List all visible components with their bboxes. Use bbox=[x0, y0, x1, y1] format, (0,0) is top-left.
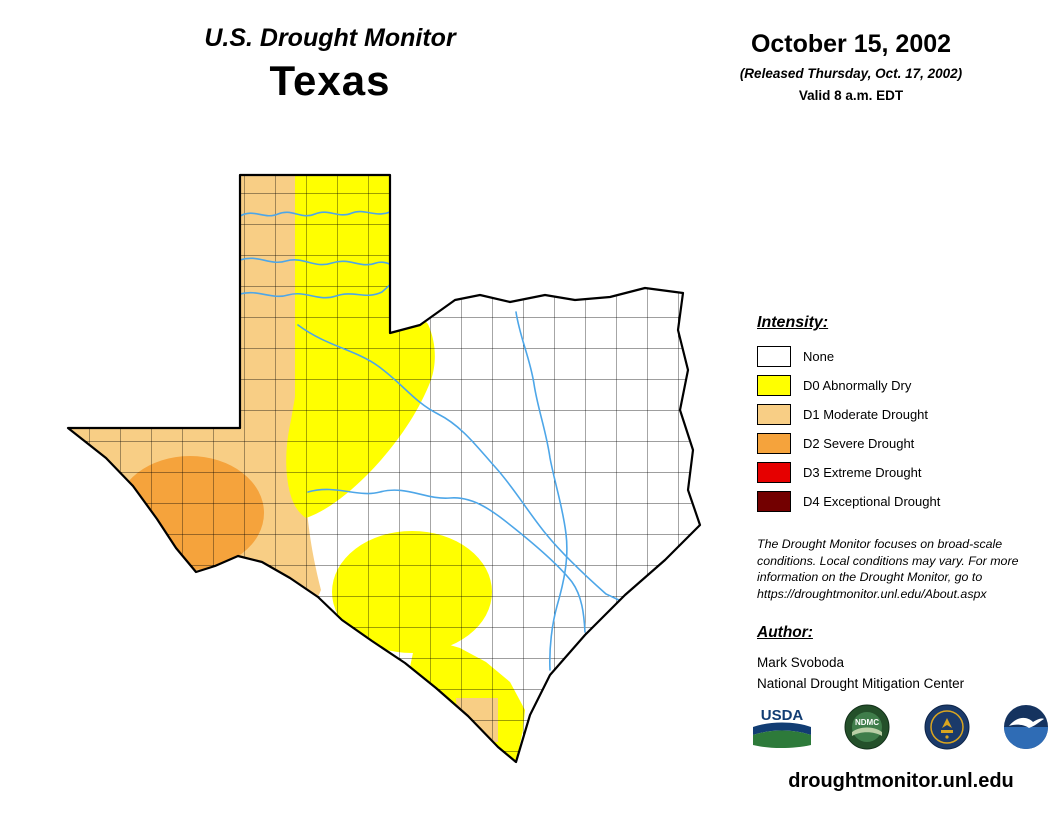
noaa-logo bbox=[1003, 705, 1048, 749]
legend-swatch-d4 bbox=[757, 491, 791, 512]
legend-swatch-d2 bbox=[757, 433, 791, 454]
state-name: Texas bbox=[269, 57, 391, 104]
valid-time: Valid 8 a.m. EDT bbox=[798, 88, 904, 103]
legend-label: None bbox=[803, 349, 835, 364]
usda-logo-text: USDA bbox=[761, 707, 804, 724]
legend-item: None bbox=[757, 346, 1049, 367]
legend-heading: Intensity: bbox=[757, 314, 829, 331]
agency-logos: USDA NDMC bbox=[753, 704, 1049, 750]
legend-item: D3 Extreme Drought bbox=[757, 462, 1049, 483]
ndmc-logo: NDMC bbox=[844, 704, 890, 750]
texas-drought-map bbox=[55, 158, 711, 780]
author-heading: Author: bbox=[757, 624, 813, 641]
legend-label: D2 Severe Drought bbox=[803, 436, 915, 451]
author-name: Mark Svoboda bbox=[757, 655, 845, 670]
texas-map-svg bbox=[66, 173, 702, 764]
title-block: U.S. Drought Monitor Texas bbox=[128, 24, 532, 105]
site-url: droughtmonitor.unl.edu bbox=[788, 770, 1014, 792]
legend-item: D2 Severe Drought bbox=[757, 433, 1049, 454]
legend-swatch-d1 bbox=[757, 404, 791, 425]
county-boundaries bbox=[68, 175, 700, 762]
doc-seal-logo bbox=[924, 704, 970, 750]
brazos-river bbox=[297, 324, 622, 602]
ndmc-logo-text: NDMC bbox=[855, 718, 879, 727]
legend-item: D0 Abnormally Dry bbox=[757, 375, 1049, 396]
red-river-north-fork bbox=[239, 257, 403, 273]
date-block: October 15, 2002 (Released Thursday, Oct… bbox=[690, 30, 1012, 103]
legend-label: D4 Exceptional Drought bbox=[803, 494, 941, 509]
legend-swatch-d0 bbox=[757, 375, 791, 396]
legend-swatch-d3 bbox=[757, 462, 791, 483]
state-outline bbox=[66, 173, 702, 764]
released-date: (Released Thursday, Oct. 17, 2002) bbox=[739, 66, 963, 81]
legend-label: D0 Abnormally Dry bbox=[803, 378, 912, 393]
intensity-legend: Intensity: None D0 Abnormally Dry D1 Mod… bbox=[757, 314, 1049, 520]
usda-logo: USDA bbox=[753, 705, 811, 749]
author-organization: National Drought Mitigation Center bbox=[757, 676, 965, 691]
colorado-river bbox=[307, 488, 586, 633]
report-title: U.S. Drought Monitor bbox=[204, 24, 456, 52]
legend-label: D3 Extreme Drought bbox=[803, 465, 922, 480]
trinity-river bbox=[515, 311, 568, 671]
canadian-river bbox=[239, 210, 391, 217]
legend-swatch-none bbox=[757, 346, 791, 367]
legend-item: D1 Moderate Drought bbox=[757, 404, 1049, 425]
red-river-salt-fork bbox=[239, 273, 403, 299]
author-block: Author: Mark Svoboda National Drought Mi… bbox=[757, 624, 964, 697]
rivers bbox=[239, 210, 622, 671]
disclaimer-text: The Drought Monitor focuses on broad-sca… bbox=[757, 537, 1019, 601]
map-date: October 15, 2002 bbox=[750, 30, 952, 58]
legend-label: D1 Moderate Drought bbox=[803, 407, 929, 422]
legend-item: D4 Exceptional Drought bbox=[757, 491, 1049, 512]
